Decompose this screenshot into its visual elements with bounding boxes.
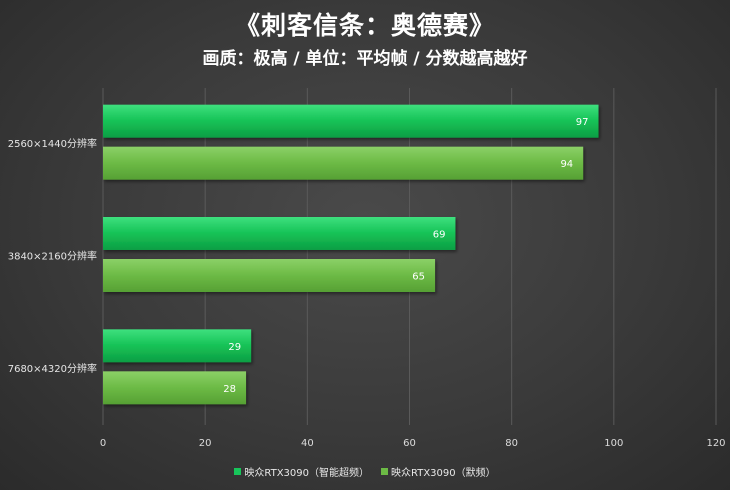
chart-legend: 映众RTX3090（智能超频） 映众RTX3090（默频） [0, 464, 730, 479]
legend-item-default: 映众RTX3090（默频） [381, 464, 496, 479]
x-tick-label: 0 [100, 438, 106, 449]
legend-swatch-default [381, 468, 388, 475]
x-tick-label: 100 [604, 438, 623, 449]
category-label: 2560×1440分辨率 [8, 137, 97, 150]
legend-swatch-overclock [234, 468, 242, 475]
x-tick-label: 120 [706, 438, 725, 449]
bar-series0 [103, 329, 252, 363]
bar-value-label: 65 [412, 272, 425, 283]
bar-series1 [103, 259, 436, 292]
x-tick-label: 60 [403, 438, 416, 449]
bar-value-label: 94 [560, 159, 573, 170]
x-tick-label: 80 [505, 438, 518, 449]
bar-value-label: 69 [433, 230, 446, 241]
bar-series1 [103, 146, 584, 180]
bar-value-label: 97 [576, 117, 589, 128]
chart-subtitle: 画质：极高 / 单位：平均帧 / 分数越高越好 [202, 49, 528, 69]
bar-value-label: 29 [228, 342, 241, 353]
legend-label-overclock: 映众RTX3090（智能超频） [244, 468, 369, 479]
x-tick-label: 20 [199, 438, 212, 449]
bar-series1 [103, 371, 247, 405]
chart-title: 《刺客信条：奥德赛》 [234, 11, 495, 40]
category-label: 3840×2160分辨率 [8, 250, 97, 263]
legend-item-overclock: 映众RTX3090（智能超频） [234, 464, 369, 479]
legend-label-default: 映众RTX3090（默频） [391, 468, 496, 479]
bar-series0 [103, 217, 456, 250]
bar-series0 [103, 104, 599, 138]
category-label: 7680×4320分辨率 [8, 362, 97, 375]
bar-value-label: 28 [223, 384, 236, 395]
x-tick-label: 40 [301, 438, 314, 449]
